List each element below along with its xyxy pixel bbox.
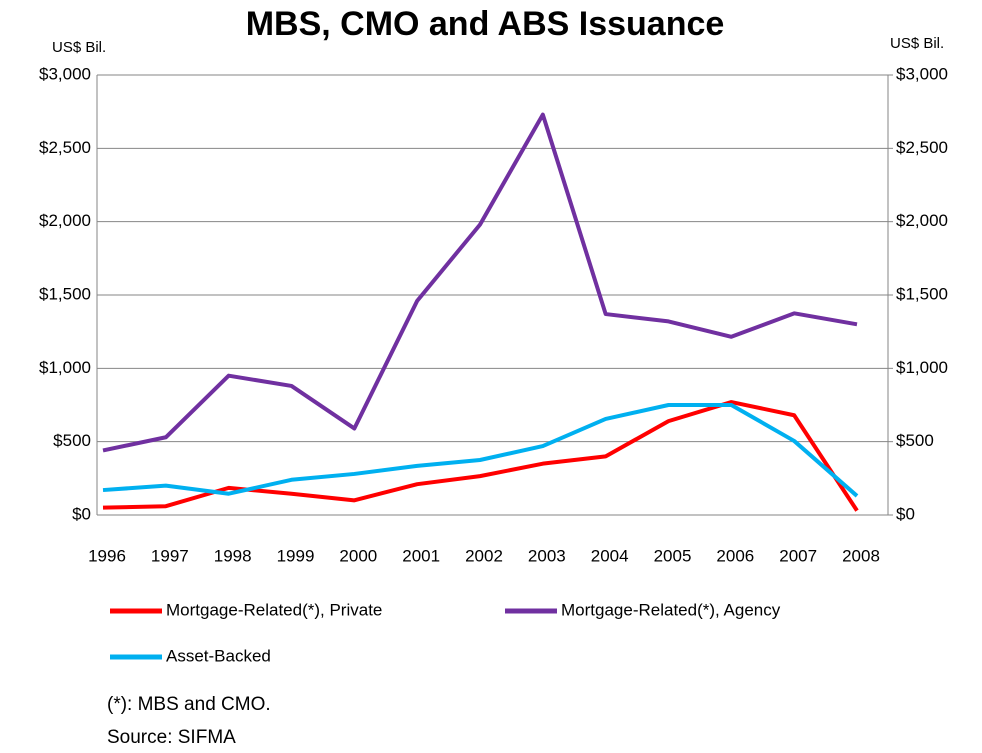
y-axis-label: US$ Bil. (52, 39, 106, 56)
y-tick-label: $2,000 (39, 211, 91, 230)
y-tick-label: $0 (72, 504, 91, 523)
y2-tick-label: $2,000 (896, 211, 948, 230)
x-tick-label: 2008 (842, 546, 880, 565)
x-tick-label: 2006 (716, 546, 754, 565)
x-tick-label: 2005 (654, 546, 692, 565)
x-tick-label: 2003 (528, 546, 566, 565)
series-line (102, 400, 859, 512)
x-tick-label: 2001 (402, 546, 440, 565)
y-tick-label: $3,000 (39, 64, 91, 83)
legend-label: Mortgage-Related(*), Private (166, 600, 382, 619)
footnote: Source: SIFMA (107, 727, 236, 748)
y2-tick-label: $1,000 (896, 358, 948, 377)
series-line (102, 403, 859, 498)
y-tick-label: $1,000 (39, 358, 91, 377)
x-tick-label: 2002 (465, 546, 503, 565)
y-tick-label: $2,500 (39, 138, 91, 157)
y2-tick-label: $3,000 (896, 64, 948, 83)
y2-tick-label: $1,500 (896, 284, 948, 303)
x-tick-label: 2007 (779, 546, 817, 565)
y2-tick-label: $2,500 (896, 138, 948, 157)
legend-label: Asset-Backed (166, 646, 271, 665)
x-tick-label: 1998 (214, 546, 252, 565)
x-tick-label: 1997 (151, 546, 189, 565)
y2-axis-label: US$ Bil. (890, 35, 944, 52)
y-tick-label: $1,500 (39, 284, 91, 303)
y-tick-label: $500 (53, 431, 91, 450)
chart-title: MBS, CMO and ABS Issuance (246, 5, 725, 43)
y2-tick-label: $0 (896, 504, 915, 523)
x-tick-label: 1999 (277, 546, 315, 565)
x-tick-label: 2004 (591, 546, 629, 565)
x-tick-label: 2000 (339, 546, 377, 565)
series-line (102, 112, 858, 453)
legend-label: Mortgage-Related(*), Agency (561, 600, 781, 619)
y2-tick-label: $500 (896, 431, 934, 450)
x-tick-label: 1996 (88, 546, 126, 565)
footnote: (*): MBS and CMO. (107, 694, 271, 715)
